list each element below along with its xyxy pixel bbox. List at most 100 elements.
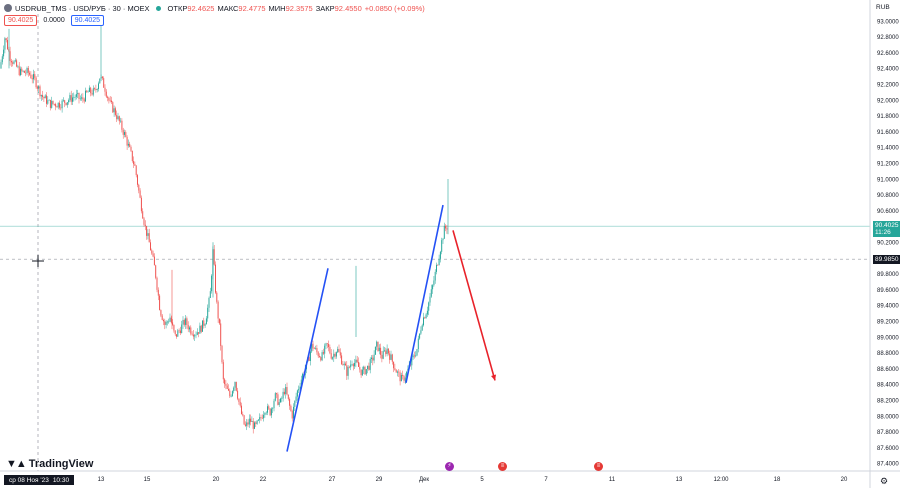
candle-body [402,374,404,376]
candle-body [325,343,327,346]
candle-body [20,68,21,76]
candle-body [374,346,376,355]
candle-body [111,100,112,103]
candle-body [335,352,337,357]
candle-body [16,60,18,67]
candle-body [395,370,397,373]
spread-value: 0.0000 [43,17,65,24]
market-status-icon [155,5,161,11]
candle-body [116,114,118,120]
candle-body [35,77,37,88]
candle-body [437,264,439,266]
candle-body [200,325,202,332]
candle-body [364,366,366,375]
candle-body [415,355,417,357]
candle-body [390,354,392,360]
y-tick-label: 88.2000 [877,399,899,405]
current-price-label: 90.4025 11:26 [873,221,900,238]
candle-body [96,89,98,91]
candle-body [164,321,166,325]
candle-body [256,420,258,424]
candle-body [290,405,292,411]
candle-body [5,38,7,41]
sell-button[interactable]: 90.4025 [4,15,38,26]
x-tick-label: 20 [213,477,220,483]
down-arrow-head [491,374,497,381]
candle-body [231,391,233,397]
candle-body [143,218,145,225]
candle-body [151,250,153,254]
candle-body [199,325,201,334]
candle-body [177,330,179,337]
candle-body [424,317,426,319]
candle-body [202,320,203,332]
candle-body [215,264,216,293]
candle-body [441,240,443,252]
candle-body [346,365,348,376]
candle-body [254,422,255,429]
candle-body [250,418,252,422]
candle-body [48,99,50,101]
x-tick-label: 13 [676,477,683,483]
y-tick-label: 87.8000 [877,430,899,436]
candle-body [247,422,249,425]
candle-body [333,353,335,358]
current-price: 90.4025 [875,222,899,230]
symbol-title[interactable]: USDRUB_TMS · USD/РУБ · 30 · MOEX [15,3,150,13]
candle-body [118,116,120,122]
candle-body [282,391,284,399]
buy-button[interactable]: 90.4025 [70,15,105,26]
candle-body [61,100,63,109]
candle-body [90,87,92,94]
candle-body [425,314,427,319]
candle-body [338,349,340,353]
us-flag-event-icon[interactable]: ≡ [498,462,507,471]
candle-body [101,76,103,79]
currency-label[interactable]: RUB [876,4,890,11]
candle-body [138,184,140,191]
candle-body [226,385,228,389]
us-flag-event-icon-2[interactable]: ≡ [594,462,603,471]
candle-body [176,334,177,337]
candle-body [107,96,109,98]
candle-body [400,374,402,382]
candle-body [371,357,372,360]
candle-body [174,330,176,335]
candle-body [130,146,132,151]
candle-body [308,356,310,361]
candle-body [393,361,395,369]
candle-body [261,417,263,419]
candle-body [399,372,401,382]
candle-body [260,417,262,418]
candle-body [137,175,138,185]
candle-body [159,295,161,311]
y-tick-label: 92.0000 [877,98,899,104]
candle-body [277,394,279,405]
candle-body [381,354,383,359]
candle-body [423,317,424,326]
candle-body [204,324,206,326]
candle-body [365,369,367,375]
candle-body [315,348,317,349]
y-tick-label: 90.6000 [877,209,899,215]
candle-body [350,364,352,368]
y-tick-label: 92.8000 [877,35,899,41]
candle-body [351,364,353,365]
candle-body [221,345,223,363]
y-tick-label: 88.4000 [877,383,899,389]
lightning-event-icon[interactable]: ⚡ [445,462,454,471]
candle-body [243,415,245,425]
candle-body [436,264,437,272]
gear-icon[interactable]: ⚙ [880,476,889,486]
candle-body [194,335,196,337]
tradingview-logo[interactable]: ▼▲ TradingView [6,458,93,470]
candle-body [299,386,301,389]
candle-body [196,332,198,335]
trend-line [405,204,444,383]
candle-body [91,93,93,95]
high-key: МАКС [217,3,239,13]
candle-body [411,357,413,366]
candle-body [4,38,6,50]
candle-body [25,72,27,74]
